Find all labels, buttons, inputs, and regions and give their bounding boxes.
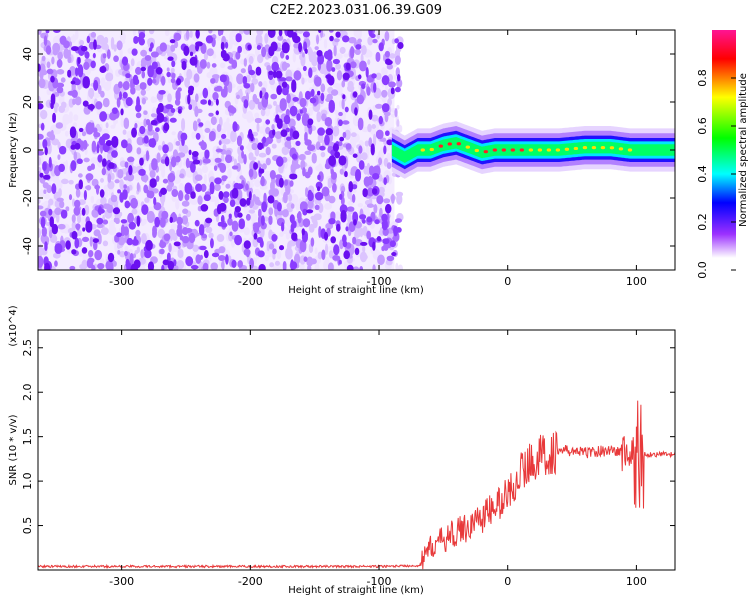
signal-peak [483,150,489,154]
spectrogram-x-tick-label: 0 [504,275,511,288]
snr-x-axis-label: Height of straight line (km) [288,585,424,596]
signal-peak [447,142,452,146]
signal-peak [510,148,516,152]
spectrogram-y-tick-label: -40 [21,237,34,255]
signal-peak [618,147,624,151]
signal-peak [555,148,561,152]
figure-title: C2E2.2023.031.06.39.G09 [270,3,442,18]
snr-x-tick-label: 100 [626,575,647,588]
snr-x-tick-label: 0 [504,575,511,588]
spectrogram-signal-track [391,121,675,179]
signal-peak [546,148,552,152]
snr-y-multiplier: (x10^4) [8,305,19,346]
signal-peak [438,144,443,148]
spectrogram-x-tick-label: -300 [109,275,134,288]
snr-y-tick-label: 1.0 [21,472,34,490]
snr-x-ticks: -300 -200 -100 0 100 [109,330,647,588]
signal-peak [492,148,498,152]
signal-peak [501,148,507,152]
snr-line [38,400,675,570]
signal-peak [465,145,471,149]
signal-peak [609,146,615,150]
signal-peak [528,148,534,152]
spectrogram-x-tick-label: -200 [238,275,263,288]
signal-peak [591,146,597,150]
snr-x-tick-label: -300 [109,575,134,588]
signal-peak [627,148,633,152]
snr-y-tick-label: 2.5 [21,339,34,357]
spectrogram-panel: -300 -200 -100 0 100 40 20 0 -20 -40 Height of s… [8,29,676,296]
snr-x-tick-label: -200 [238,575,263,588]
snr-series [38,400,675,570]
signal-peak [420,148,425,152]
colorbar-ticks: 0.0 0.2 0.4 0.6 0.8 [696,69,736,279]
signal-peak [474,148,480,153]
spectrogram-y-tick-label: 0 [21,147,34,154]
signal-peak [537,148,543,152]
spectrogram-y-ticks: 40 20 0 -20 -40 [21,47,675,255]
signal-peak [564,147,570,151]
snr-y-tick-label: 1.5 [21,428,34,446]
noise-speckle [38,30,404,270]
spectrogram-y-tick-label: 20 [21,95,34,109]
signal-peak [519,148,525,152]
noise-speckle [38,30,402,270]
signal-peak [582,146,588,150]
snr-y-tick-label: 0.5 [21,517,34,535]
signal-peak [600,146,606,150]
snr-x-tick-label: -100 [367,575,392,588]
colorbar-tick-label: 0.4 [696,165,709,183]
colorbar-gradient [712,30,736,270]
spectrogram-x-tick-label: 100 [626,275,647,288]
spectrogram-noise-field [38,30,404,270]
spectrogram-x-axis-label: Height of straight line (km) [288,285,424,296]
snr-panel: -300 -200 -100 0 100 0.5 1.0 1.5 2.0 2.5 Height … [8,305,676,596]
spectrogram-y-axis-label: Frequency (Hz) [8,112,19,188]
noise-speckle [40,30,402,270]
colorbar-label: Normalized spectral amplitude [738,73,749,227]
colorbar-tick-label: 0.6 [696,117,709,135]
colorbar-tick-label: 0.8 [696,69,709,87]
snr-y-ticks: 0.5 1.0 1.5 2.0 2.5 [21,339,675,534]
signal-peak [456,142,462,146]
spectrogram-x-ticks: -300 -200 -100 0 100 [109,30,647,288]
snr-y-tick-label: 2.0 [21,383,34,401]
snr-y-axis-label: SNR (10 * v/v) [8,414,19,485]
colorbar-tick-label: 0.0 [696,261,709,279]
spectrogram-y-tick-label: 40 [21,47,34,61]
snr-frame [37,329,676,571]
colorbar: 0.0 0.2 0.4 0.6 0.8 Normalized spectral ampl… [696,30,749,279]
colorbar-tick-label: 0.2 [696,213,709,231]
spectrogram-y-tick-label: -20 [21,189,34,207]
spectrogram-x-tick-label: -100 [367,275,392,288]
signal-peak [429,147,434,152]
signal-band [391,137,675,163]
signal-peak [573,146,579,151]
